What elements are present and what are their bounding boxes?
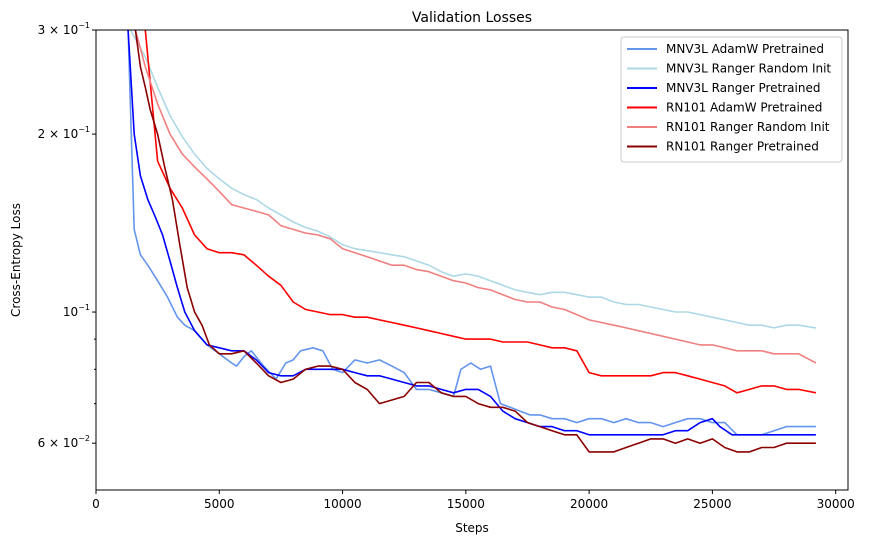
x-tick-label: 5000 [204, 497, 235, 511]
x-tick-label: 10000 [323, 497, 361, 511]
series-line-5 [134, 30, 816, 453]
x-axis: 0 5000 10000 15000 20000 25000 30000 [92, 490, 855, 511]
x-tick-label: 20000 [570, 497, 608, 511]
y-axis-label: Cross-Entropy Loss [9, 203, 23, 317]
x-axis-label: Steps [455, 521, 489, 535]
legend: MNV3L AdamW Pretrained MNV3L Ranger Rando… [620, 36, 843, 163]
x-tick-label: 25000 [693, 497, 731, 511]
legend-entry: MNV3L Ranger Random Init [666, 62, 831, 76]
y-tick-label: 6 × 10−2 [38, 434, 90, 450]
y-tick-label: 2 × 10−1 [38, 125, 90, 141]
x-tick-label: 30000 [817, 497, 855, 511]
plot-frame [95, 29, 849, 491]
legend-box [620, 36, 843, 163]
series-line-3 [144, 30, 817, 394]
y-tick-label: 3 × 10−1 [38, 21, 90, 37]
series-line-1 [129, 30, 817, 329]
series-line-4 [134, 30, 817, 364]
y-axis: 6 × 10−2 10−1 2 × 10−1 3 × 10−1 [38, 21, 96, 450]
series-layer [127, 30, 817, 453]
legend-entry: MNV3L AdamW Pretrained [666, 42, 824, 56]
chart-title: Validation Losses [412, 10, 532, 26]
x-tick-label: 0 [92, 497, 100, 511]
legend-entry: RN101 Ranger Random Init [666, 120, 830, 134]
y-tick-label: 10−1 [63, 303, 90, 319]
series-line-2 [127, 30, 816, 436]
legend-entry: RN101 Ranger Pretrained [666, 140, 819, 154]
legend-entry: RN101 AdamW Pretrained [666, 101, 822, 115]
x-tick-label: 15000 [447, 497, 485, 511]
legend-entry: MNV3L Ranger Pretrained [666, 81, 820, 95]
